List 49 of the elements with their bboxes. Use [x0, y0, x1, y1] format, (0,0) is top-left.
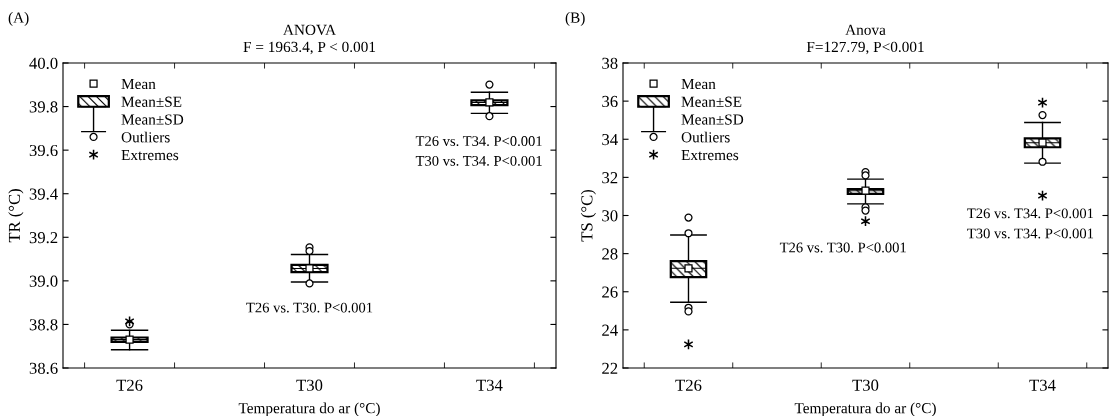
annotation: Mean±SD: [681, 114, 744, 125]
legend-label: Extremes: [681, 150, 739, 161]
y-tick-label: 30: [602, 210, 618, 222]
x-axis-title: Temperatura do ar (°C): [238, 402, 380, 416]
y-tick-label: 38.8: [29, 319, 58, 331]
annotation: T26 vs. T34. P<0.001: [967, 208, 1094, 219]
annotation: Mean±SE: [681, 96, 742, 107]
annotation: T30 vs. T34. P<0.001: [967, 228, 1094, 239]
x-tick-label: T26: [116, 379, 143, 391]
annotation: Outliers: [121, 131, 170, 143]
chart-title: ANOVA: [283, 24, 336, 36]
y-tick-label: 39.0: [29, 275, 58, 287]
annotation: Mean: [121, 78, 156, 90]
annotation: T26 vs. T30. P<0.001: [779, 242, 906, 253]
x-tick-label: T26: [675, 379, 702, 391]
y-tick-label: 39.6: [29, 144, 58, 157]
y-tick-label: 39.8: [29, 101, 58, 113]
y-tick-label: 40.0: [29, 57, 58, 70]
text: (A): [8, 12, 29, 26]
legend-label: Extremes: [121, 150, 179, 161]
annotation: Mean: [681, 78, 716, 90]
y-tick-label: 38: [602, 57, 618, 69]
text: (B): [565, 12, 585, 26]
y-tick-label: 39.2: [29, 232, 58, 244]
y-axis-title: TS (°C): [580, 189, 596, 242]
annotation: T26 vs. T30. P<0.001: [246, 302, 373, 313]
x-axis-title: Temperatura do ar (°C): [794, 402, 936, 416]
y-tick-label: 24: [602, 324, 618, 336]
y-tick-label: 32: [602, 172, 618, 184]
chart-subtitle: F=127.79, P<0.001: [806, 41, 924, 55]
annotation: T30 vs. T34. P<0.001: [415, 155, 542, 166]
y-tick-label: 34: [602, 134, 618, 146]
x-tick-label: T34: [476, 379, 503, 391]
y-tick-label: 39.4: [29, 188, 58, 200]
y-tick-label: 28: [602, 248, 618, 260]
annotation: Mean±SE: [121, 96, 182, 107]
x-tick-label: T34: [1029, 379, 1056, 391]
annotation: Outliers: [681, 131, 730, 143]
x-tick-label: T30: [296, 379, 323, 391]
y-tick-label: 36: [602, 95, 618, 108]
x-tick-label: T30: [852, 379, 879, 391]
y-tick-label: 22: [602, 362, 618, 374]
y-axis-title: TR (°C): [8, 189, 24, 243]
chart-title: Anova: [845, 24, 886, 35]
annotation: Mean±SD: [121, 114, 184, 125]
annotation: T26 vs. T34. P<0.001: [415, 136, 542, 147]
chart-subtitle: F = 1963.4, P < 0.001: [243, 41, 376, 55]
y-tick-label: 38.6: [29, 362, 58, 375]
y-tick-label: 26: [602, 286, 618, 298]
